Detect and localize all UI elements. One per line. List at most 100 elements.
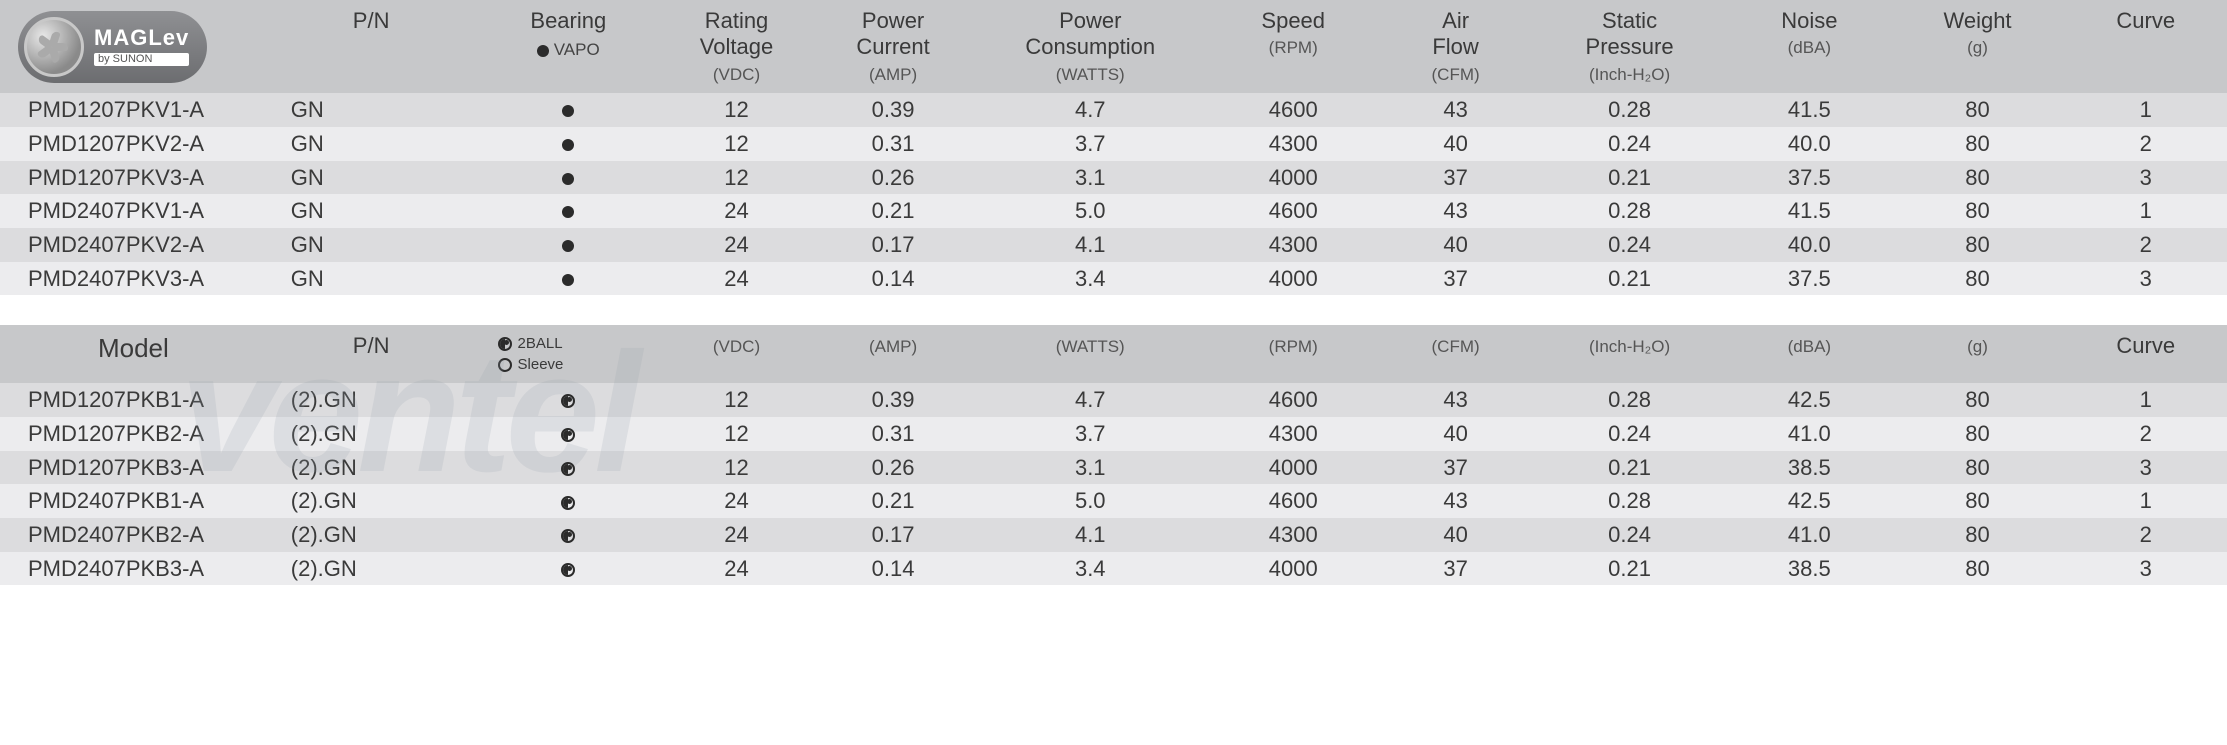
cell-weight: 80: [1891, 194, 2065, 228]
bearing-dot-icon: [562, 240, 574, 252]
vdc-label: Rating Voltage: [700, 8, 773, 59]
cell-pn: (2).GN: [267, 383, 476, 417]
watts-label: Power Consumption: [1025, 8, 1155, 59]
cell-watts: 3.1: [974, 451, 1206, 485]
cell-curve: 2: [2065, 417, 2227, 451]
cell-vdc: 24: [661, 518, 812, 552]
cell-vdc: 24: [661, 228, 812, 262]
cell-noise: 37.5: [1728, 161, 1890, 195]
table-row: PMD1207PKB2-A(2).GN120.313.74300400.2441…: [0, 417, 2227, 451]
table2-body: PMD1207PKB1-A(2).GN120.394.74600430.2842…: [0, 383, 2227, 585]
cell-pn: (2).GN: [267, 552, 476, 586]
cell-watts: 3.7: [974, 127, 1206, 161]
cell-pn: GN: [267, 262, 476, 296]
amp-unit: (AMP): [816, 65, 970, 85]
cell-cfm: 43: [1380, 93, 1531, 127]
cell-bearing: [476, 228, 662, 262]
cell-watts: 3.4: [974, 552, 1206, 586]
table-row: PMD1207PKV2-AGN120.313.74300400.2440.080…: [0, 127, 2227, 161]
cell-model: PMD2407PKV3-A: [0, 262, 267, 296]
table-row: PMD1207PKB1-A(2).GN120.394.74600430.2842…: [0, 383, 2227, 417]
cell-weight: 80: [1891, 127, 2065, 161]
cell-weight: 80: [1891, 161, 2065, 195]
cell-amp: 0.39: [812, 383, 974, 417]
cell-curve: 3: [2065, 262, 2227, 296]
col-watts-unit: (WATTS): [974, 325, 1206, 383]
cell-vdc: 12: [661, 383, 812, 417]
curve-label: Curve: [2116, 8, 2175, 33]
cell-rpm: 4300: [1206, 417, 1380, 451]
cell-watts: 5.0: [974, 194, 1206, 228]
cell-cfm: 40: [1380, 127, 1531, 161]
cell-press: 0.21: [1531, 161, 1728, 195]
col-vdc-unit: (VDC): [661, 325, 812, 383]
cell-noise: 40.0: [1728, 228, 1890, 262]
col-curve-header: Curve: [2065, 325, 2227, 383]
cell-cfm: 37: [1380, 451, 1531, 485]
bearing-ball-icon: [561, 529, 575, 543]
cell-cfm: 40: [1380, 518, 1531, 552]
cell-rpm: 4000: [1206, 161, 1380, 195]
cell-amp: 0.21: [812, 194, 974, 228]
table-row: PMD2407PKB2-A(2).GN240.174.14300400.2441…: [0, 518, 2227, 552]
cell-curve: 1: [2065, 383, 2227, 417]
cell-weight: 80: [1891, 451, 2065, 485]
table-row: PMD2407PKV3-AGN240.143.44000370.2137.580…: [0, 262, 2227, 296]
cell-cfm: 40: [1380, 228, 1531, 262]
cell-curve: 2: [2065, 228, 2227, 262]
cell-weight: 80: [1891, 262, 2065, 296]
bearing-ball-icon: [561, 428, 575, 442]
logo-subtext: by SUNON: [94, 53, 189, 66]
logo-brand: MAGLev: [94, 27, 189, 49]
cell-rpm: 4300: [1206, 518, 1380, 552]
col-watts-header: Power Consumption (WATTS): [974, 0, 1206, 93]
cell-vdc: 24: [661, 552, 812, 586]
cell-watts: 4.1: [974, 228, 1206, 262]
press-unit: (Inch-H₂O): [1535, 65, 1724, 85]
cell-amp: 0.17: [812, 518, 974, 552]
cell-press: 0.28: [1531, 93, 1728, 127]
bearing-dot-icon: [562, 105, 574, 117]
cell-vdc: 12: [661, 93, 812, 127]
cell-watts: 3.1: [974, 161, 1206, 195]
bearing-ball-icon: [561, 462, 575, 476]
col-vdc-header: Rating Voltage (VDC): [661, 0, 812, 93]
cell-rpm: 4600: [1206, 484, 1380, 518]
cell-pn: GN: [267, 194, 476, 228]
col-rpm-header: Speed (RPM): [1206, 0, 1380, 93]
cell-noise: 40.0: [1728, 127, 1890, 161]
cell-noise: 38.5: [1728, 552, 1890, 586]
watts-unit: (WATTS): [978, 337, 1202, 357]
cell-pn: (2).GN: [267, 518, 476, 552]
bearing-dot-icon: [562, 206, 574, 218]
cfm-unit: (CFM): [1384, 65, 1527, 85]
col-amp-unit: (AMP): [812, 325, 974, 383]
cell-curve: 3: [2065, 552, 2227, 586]
maglev-logo-cell: MAGLev by SUNON: [0, 0, 267, 93]
spec-table-2: Model P/N 2BALL Sleeve (VDC) (AMP) (WATT…: [0, 325, 2227, 585]
table-row: PMD1207PKV1-AGN120.394.74600430.2841.580…: [0, 93, 2227, 127]
cell-bearing: [476, 194, 662, 228]
amp-label: Power Current: [856, 8, 929, 59]
table-row: PMD1207PKB3-A(2).GN120.263.14000370.2138…: [0, 451, 2227, 485]
col-weight-header: Weight (g): [1891, 0, 2065, 93]
cell-press: 0.21: [1531, 262, 1728, 296]
ball-label: 2BALL: [518, 333, 563, 354]
rpm-unit: (RPM): [1210, 38, 1376, 58]
cell-bearing: [476, 417, 662, 451]
cell-watts: 3.7: [974, 417, 1206, 451]
col-noise-unit: (dBA): [1728, 325, 1890, 383]
cell-press: 0.24: [1531, 518, 1728, 552]
cell-bearing: [476, 127, 662, 161]
col-model-header: Model: [0, 325, 267, 383]
cell-bearing: [476, 552, 662, 586]
cell-model: PMD2407PKB3-A: [0, 552, 267, 586]
cell-model: PMD1207PKV3-A: [0, 161, 267, 195]
cell-press: 0.28: [1531, 383, 1728, 417]
cell-vdc: 12: [661, 161, 812, 195]
cell-press: 0.24: [1531, 228, 1728, 262]
cell-bearing: [476, 383, 662, 417]
cell-model: PMD2407PKV1-A: [0, 194, 267, 228]
cell-vdc: 12: [661, 417, 812, 451]
col-cfm-unit: (CFM): [1380, 325, 1531, 383]
